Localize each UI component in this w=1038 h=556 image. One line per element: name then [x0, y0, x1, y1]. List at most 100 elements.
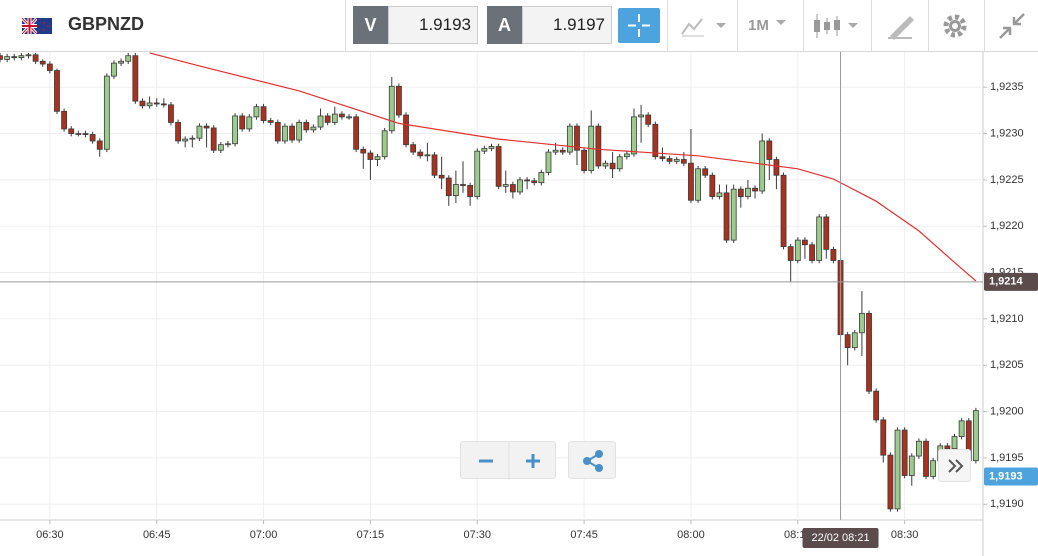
- settings-button[interactable]: [942, 13, 968, 39]
- x-tick-label: 07:15: [357, 529, 385, 541]
- timeframe[interactable]: 1M: [748, 17, 769, 34]
- candle-body: [780, 174, 787, 248]
- candle-body: [18, 55, 25, 58]
- zoom-icons: [479, 442, 540, 480]
- candle-body: [688, 162, 694, 201]
- candle-body: [11, 56, 18, 59]
- candle-body: [638, 114, 644, 118]
- candle-body: [574, 125, 580, 151]
- scroll-right-button[interactable]: [938, 449, 971, 482]
- candle-body: [524, 179, 531, 182]
- dropdown-arrow: [776, 20, 786, 25]
- candle-body: [324, 115, 331, 123]
- x-tick-label: 07:30: [463, 529, 491, 541]
- candle-body: [182, 138, 189, 142]
- candle-body: [417, 151, 424, 157]
- candle-body: [566, 125, 573, 153]
- collapse-button[interactable]: [998, 12, 1026, 40]
- bid-label: V: [353, 6, 388, 44]
- candle-body: [809, 244, 815, 261]
- candle-body: [880, 419, 887, 456]
- draw-button[interactable]: [886, 12, 916, 40]
- candle-body: [752, 187, 758, 192]
- y-tick-label: 1,9210: [990, 313, 1024, 325]
- candle-body: [317, 115, 324, 128]
- candle-body: [581, 149, 588, 172]
- candle-body: [410, 144, 417, 153]
- candle-body: [39, 60, 46, 65]
- separator: [871, 0, 872, 52]
- candle-body: [609, 162, 616, 170]
- y-tick-label: 1,9190: [990, 498, 1024, 510]
- moving-average-line: [149, 52, 977, 282]
- candle-body: [474, 150, 481, 197]
- separator: [667, 0, 668, 52]
- candle-body: [175, 122, 181, 142]
- x-tick-label: 08:30: [891, 529, 919, 541]
- candle-body: [331, 113, 338, 123]
- symbol[interactable]: GBPNZD: [68, 14, 144, 34]
- candle-body: [559, 149, 566, 153]
- candle-body: [481, 147, 488, 152]
- last-price-label: 1,9193: [989, 470, 1023, 482]
- share-button[interactable]: [568, 441, 616, 479]
- candle-body: [958, 420, 965, 437]
- candle-body: [168, 104, 174, 123]
- candle-body: [873, 390, 880, 421]
- candle-body: [823, 216, 830, 250]
- candle-body: [217, 144, 224, 151]
- candle-body: [702, 168, 709, 176]
- candle-body: [267, 120, 274, 123]
- candle-body: [509, 184, 516, 193]
- y-tick-label: 1,9225: [990, 174, 1024, 186]
- candle-body: [866, 312, 872, 392]
- candle-body: [103, 75, 110, 150]
- crosshair-button[interactable]: [618, 8, 660, 43]
- candle-body: [673, 159, 680, 162]
- flag-icon: [22, 18, 52, 34]
- candle-body: [545, 151, 552, 173]
- candle-body: [623, 153, 630, 158]
- candle-body: [0, 55, 3, 60]
- candle-body: [844, 334, 851, 349]
- crosshair-icon: [628, 14, 650, 37]
- crosshair-price-box: [984, 272, 1038, 291]
- candle-body: [531, 180, 538, 184]
- candle-body: [488, 146, 495, 149]
- zoom-in-button[interactable]: [508, 441, 556, 479]
- crosshair-time-box: [802, 528, 879, 548]
- last-price-box: [984, 467, 1038, 486]
- candle-body: [146, 102, 153, 107]
- y-tick-label: 1,9230: [990, 127, 1024, 139]
- candle-body: [666, 158, 673, 162]
- zoom-controls: [460, 441, 556, 480]
- candles-button[interactable]: [812, 12, 862, 40]
- candle-body: [75, 133, 82, 135]
- candle-body: [787, 246, 794, 261]
- candle-body: [25, 54, 32, 57]
- candle-body: [374, 156, 381, 160]
- candle-body: [438, 174, 445, 179]
- candle-body: [552, 149, 559, 153]
- candle-body: [901, 429, 908, 476]
- candle-body: [944, 445, 951, 450]
- zoom-out-button[interactable]: [460, 441, 508, 479]
- ask-price[interactable]: 1.9197: [522, 6, 612, 44]
- candle-body: [274, 122, 281, 142]
- candle-body: [189, 137, 196, 140]
- candle-body: [125, 55, 132, 62]
- candle-body: [310, 126, 317, 131]
- candle-body: [631, 116, 637, 155]
- bid-price[interactable]: 1.9193: [388, 6, 478, 44]
- candle-body: [32, 54, 39, 62]
- candle-body: [381, 130, 388, 158]
- candle-body: [773, 159, 780, 176]
- candle-body: [723, 192, 730, 241]
- candle-body: [467, 185, 474, 197]
- candle-body: [424, 154, 431, 157]
- candle-body: [203, 125, 210, 129]
- candle-body: [602, 162, 609, 167]
- chart-type-button[interactable]: [680, 14, 730, 38]
- candle-body: [260, 106, 267, 121]
